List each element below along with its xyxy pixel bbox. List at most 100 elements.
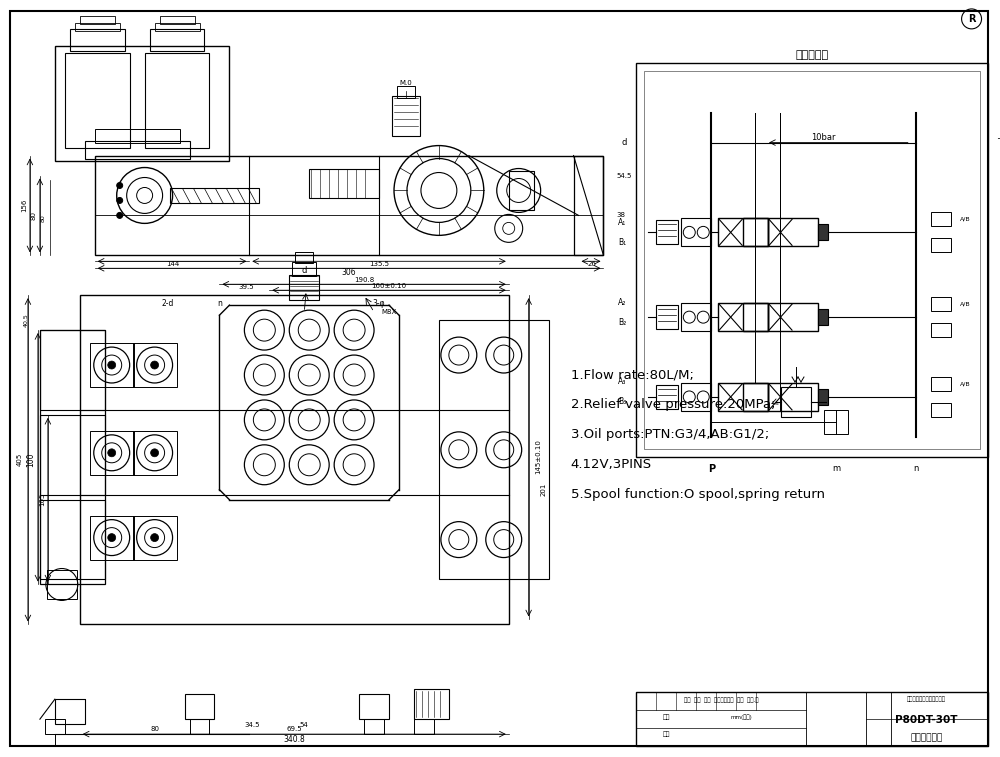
Bar xyxy=(309,169,379,198)
Bar xyxy=(292,262,316,276)
Text: 80: 80 xyxy=(31,211,37,220)
Text: 135.5: 135.5 xyxy=(369,261,389,267)
Text: 340.8: 340.8 xyxy=(283,734,305,743)
Text: 正式: 正式 xyxy=(663,731,670,737)
Bar xyxy=(414,719,434,734)
Bar xyxy=(90,343,134,387)
Text: P: P xyxy=(708,464,715,474)
Bar xyxy=(931,323,951,337)
Circle shape xyxy=(108,361,116,369)
Bar xyxy=(155,23,200,31)
Bar xyxy=(55,46,229,160)
Bar xyxy=(768,383,818,411)
Circle shape xyxy=(108,449,116,456)
Text: d: d xyxy=(302,266,307,275)
Circle shape xyxy=(117,182,123,188)
Text: 2.Relief valve pressure:20MPa;: 2.Relief valve pressure:20MPa; xyxy=(571,398,775,411)
Circle shape xyxy=(108,534,116,541)
Bar xyxy=(818,389,828,405)
Text: 1.Flow rate:80L/M;: 1.Flow rate:80L/M; xyxy=(571,368,693,382)
Bar xyxy=(85,141,190,158)
Text: 160±0.10: 160±0.10 xyxy=(371,283,407,289)
Text: R: R xyxy=(968,14,975,24)
Text: n: n xyxy=(913,464,918,473)
Bar xyxy=(55,699,85,724)
Text: 156: 156 xyxy=(21,199,27,212)
Bar xyxy=(359,694,389,719)
Bar xyxy=(931,238,951,252)
Text: 306: 306 xyxy=(342,268,356,277)
Text: P80DT-30T: P80DT-30T xyxy=(895,715,958,725)
Bar xyxy=(656,385,678,409)
Bar xyxy=(75,23,120,31)
Text: A₃: A₃ xyxy=(618,378,626,387)
Bar xyxy=(80,295,509,625)
Circle shape xyxy=(151,534,159,541)
Bar xyxy=(636,63,988,456)
Text: 69.5: 69.5 xyxy=(286,726,302,732)
Bar xyxy=(133,343,177,387)
Text: B₂: B₂ xyxy=(618,318,626,326)
Text: 3-φ: 3-φ xyxy=(373,299,385,307)
Bar xyxy=(718,383,768,411)
Bar xyxy=(439,320,549,580)
Bar xyxy=(289,276,319,301)
Bar xyxy=(160,16,195,24)
Text: 10bar: 10bar xyxy=(811,133,835,142)
Text: M.0: M.0 xyxy=(400,79,412,86)
Circle shape xyxy=(151,361,159,369)
Text: 80: 80 xyxy=(40,214,45,223)
Text: n: n xyxy=(217,299,222,307)
Bar xyxy=(818,309,828,326)
Bar xyxy=(397,86,415,98)
Bar xyxy=(644,70,980,449)
Text: 26: 26 xyxy=(587,261,596,267)
Text: 比例: 比例 xyxy=(663,715,670,720)
Bar xyxy=(80,16,115,24)
Bar xyxy=(931,298,951,311)
Bar xyxy=(743,219,768,246)
Text: 4.12V,3PINS: 4.12V,3PINS xyxy=(571,458,652,471)
Text: A/B: A/B xyxy=(960,382,971,387)
Bar xyxy=(681,219,711,246)
Text: M8X: M8X xyxy=(381,309,397,315)
Bar xyxy=(681,304,711,331)
Text: 405: 405 xyxy=(17,453,23,466)
Text: 液压原理图: 液压原理图 xyxy=(795,50,829,60)
Bar xyxy=(718,304,768,331)
Text: 品牌伟明液压机械有限公司: 品牌伟明液压机械有限公司 xyxy=(907,696,946,702)
Bar xyxy=(681,383,711,411)
Text: B₃: B₃ xyxy=(618,397,626,407)
Bar xyxy=(95,155,603,255)
Text: 54.5: 54.5 xyxy=(616,173,632,179)
Text: 图样  比例  件数  设计审核日期  标注  件号.图: 图样 比例 件数 设计审核日期 标注 件号.图 xyxy=(684,697,758,703)
Text: 145±0.10: 145±0.10 xyxy=(536,439,542,474)
Text: 34.5: 34.5 xyxy=(245,722,260,728)
Bar xyxy=(190,719,209,734)
Text: 190.8: 190.8 xyxy=(354,277,374,283)
Bar xyxy=(170,188,259,204)
Bar xyxy=(65,53,130,148)
Bar xyxy=(414,689,449,719)
Bar xyxy=(931,213,951,226)
Bar xyxy=(150,29,204,51)
Text: A/B: A/B xyxy=(960,217,971,222)
Text: 2-d: 2-d xyxy=(161,299,174,307)
Circle shape xyxy=(151,449,159,456)
Text: A₂: A₂ xyxy=(618,298,626,307)
Bar xyxy=(718,219,768,246)
Text: 54: 54 xyxy=(300,722,309,728)
Bar xyxy=(40,330,105,584)
Circle shape xyxy=(117,213,123,219)
Bar xyxy=(824,410,848,434)
Circle shape xyxy=(117,198,123,204)
Bar xyxy=(392,95,420,136)
Bar xyxy=(768,219,818,246)
Bar xyxy=(636,692,988,746)
Bar xyxy=(185,694,214,719)
Text: 144: 144 xyxy=(166,261,179,267)
Text: 多路阀外型图: 多路阀外型图 xyxy=(911,734,943,743)
Text: 38: 38 xyxy=(616,213,625,219)
Bar xyxy=(931,377,951,391)
Text: T: T xyxy=(998,138,1000,147)
